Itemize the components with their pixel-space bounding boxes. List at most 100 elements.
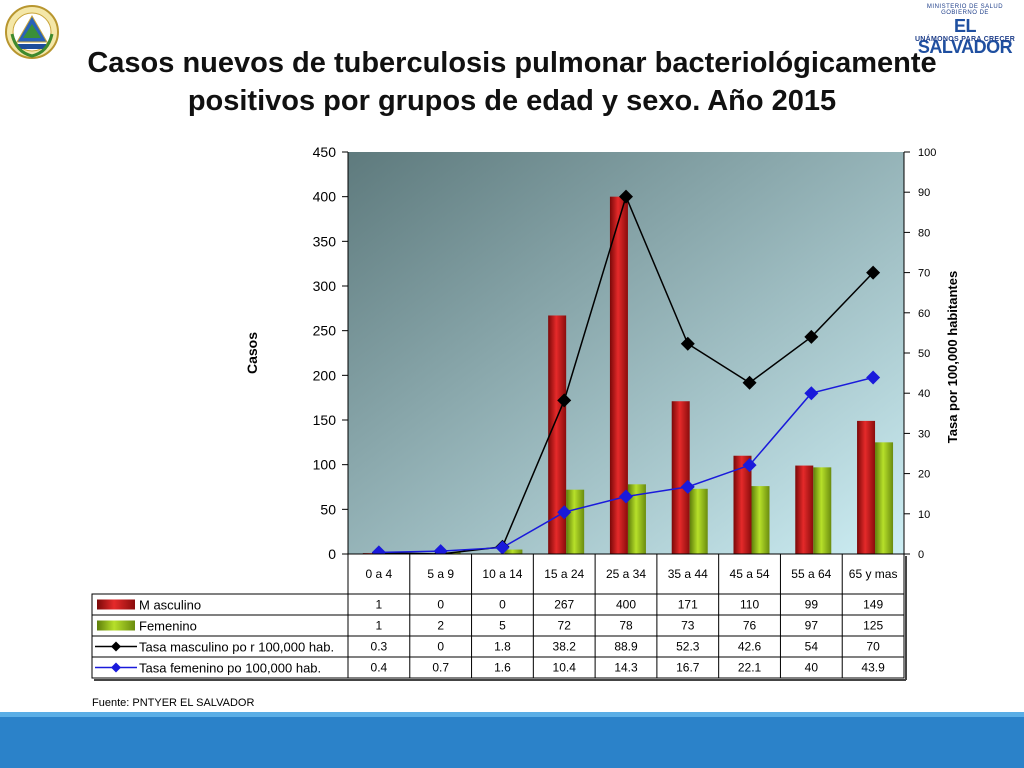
bar-femenino-2 xyxy=(504,549,523,554)
table-cell-2-1: 0 xyxy=(437,640,444,654)
table-cell-0-2: 0 xyxy=(499,598,506,612)
line-point-1-4 xyxy=(619,489,633,504)
table-cell-0-5: 171 xyxy=(678,598,698,612)
table-cell-2-5: 52.3 xyxy=(676,640,700,654)
slide-title: Casos nuevos de tuberculosis pulmonar ba… xyxy=(0,44,1024,120)
legend-swatch-1 xyxy=(97,620,135,631)
bar-femenino-6 xyxy=(751,486,770,554)
bar-m-asculino-5 xyxy=(671,401,690,554)
table-cell-3-4: 14.3 xyxy=(614,661,638,675)
coat-of-arms-icon xyxy=(5,5,59,59)
legend-label-1: Femenino xyxy=(139,619,197,634)
table-cell-2-8: 70 xyxy=(866,640,880,654)
line-point-1-5 xyxy=(680,479,695,494)
table-cell-1-7: 97 xyxy=(805,619,819,633)
table-cell-2-6: 42.6 xyxy=(738,640,762,654)
table-cell-3-3: 10.4 xyxy=(553,661,577,675)
y2-tick-label-10: 10 xyxy=(918,509,930,521)
table-cell-1-4: 78 xyxy=(619,619,633,633)
table-cell-0-1: 0 xyxy=(437,598,444,612)
category-label-4: 25 a 34 xyxy=(606,567,646,581)
y2-tick-label-80: 80 xyxy=(918,227,930,239)
logo-slogan-text: UNÁMONOS PARA CRECER xyxy=(914,36,1016,43)
y2-tick-label-0: 0 xyxy=(918,549,924,561)
category-label-7: 55 a 64 xyxy=(791,567,831,581)
y-tick-label-450: 450 xyxy=(313,144,337,160)
legend-marker-2 xyxy=(111,641,121,652)
table-cell-1-8: 125 xyxy=(863,619,883,633)
legend-label-3: Tasa femenino po 100,000 hab. xyxy=(139,661,321,676)
category-label-6: 45 a 54 xyxy=(730,567,770,581)
bar-femenino-5 xyxy=(689,488,708,554)
legend-label-2: Tasa masculino po r 100,000 hab. xyxy=(139,640,334,655)
y2-tick-label-50: 50 xyxy=(918,348,930,360)
table-cell-1-1: 2 xyxy=(437,619,444,633)
line-point-1-3 xyxy=(557,505,572,520)
bar-femenino-7 xyxy=(813,467,832,554)
bar-m-asculino-6 xyxy=(733,455,752,554)
line-point-0-3 xyxy=(557,393,572,408)
line-point-1-2 xyxy=(495,540,510,555)
slide-title-line1: Casos nuevos de tuberculosis pulmonar ba… xyxy=(87,47,937,79)
line-point-0-8 xyxy=(866,265,881,280)
table-cell-3-8: 43.9 xyxy=(861,661,885,675)
category-label-0: 0 a 4 xyxy=(366,567,393,581)
legend-swatch-0 xyxy=(97,599,135,610)
y2-tick-label-40: 40 xyxy=(918,388,930,400)
table-cell-2-2: 1.8 xyxy=(494,640,511,654)
bar-m-asculino-3 xyxy=(548,315,567,554)
bar-femenino-3 xyxy=(566,489,585,554)
y-tick-label-100: 100 xyxy=(313,457,337,473)
category-label-2: 10 a 14 xyxy=(482,567,522,581)
line-point-0-6 xyxy=(742,375,757,390)
table-cell-2-4: 88.9 xyxy=(614,640,638,654)
logo-ministry-text: MINISTERIO DE SALUD xyxy=(926,4,1004,10)
table-cell-3-5: 16.7 xyxy=(676,661,700,675)
tb-cases-chart: 050100150200250300350400450Casos01020304… xyxy=(91,144,960,681)
table-cell-1-2: 5 xyxy=(499,619,506,633)
line-point-0-5 xyxy=(680,336,695,351)
line-point-1-6 xyxy=(742,458,757,473)
bar-m-asculino-7 xyxy=(795,465,814,554)
table-cell-3-7: 40 xyxy=(805,661,819,675)
y-tick-label-0: 0 xyxy=(328,546,336,562)
gobierno-logo: MINISTERIO DE SALUD GOBIERNO DE EL SALVA… xyxy=(912,2,1018,57)
y-tick-label-400: 400 xyxy=(313,189,337,205)
table-cell-1-0: 1 xyxy=(376,619,383,633)
logo-gobierno-text: GOBIERNO DE xyxy=(941,10,989,16)
table-cell-1-3: 72 xyxy=(558,619,572,633)
y2-tick-label-100: 100 xyxy=(918,147,936,159)
y-tick-label-200: 200 xyxy=(313,367,337,383)
y-tick-label-150: 150 xyxy=(313,412,337,428)
logo-country-text: EL SALVADOR xyxy=(917,16,1013,57)
line-point-0-4 xyxy=(619,189,633,204)
category-label-1: 5 a 9 xyxy=(427,567,454,581)
table-cell-2-3: 38.2 xyxy=(553,640,577,654)
y2-axis-label: Tasa por 100,000 habitantes xyxy=(945,271,960,443)
table-cell-0-0: 1 xyxy=(376,598,383,612)
legend-marker-3 xyxy=(111,662,121,673)
y-tick-label-250: 250 xyxy=(313,323,337,339)
table-cell-0-8: 149 xyxy=(863,598,883,612)
slide-title-line2: positivos por grupos de edad y sexo. Año… xyxy=(187,85,837,117)
bar-femenino-8 xyxy=(875,442,894,554)
table-cell-0-3: 267 xyxy=(554,598,574,612)
bar-femenino-4 xyxy=(627,484,646,554)
table-cell-1-6: 76 xyxy=(743,619,757,633)
table-cell-0-7: 99 xyxy=(805,598,819,612)
bar-m-asculino-4 xyxy=(609,196,628,554)
table-cell-3-1: 0.7 xyxy=(432,661,449,675)
source-note: Fuente: PNTYER EL SALVADOR xyxy=(92,697,255,709)
bar-m-asculino-8 xyxy=(857,420,876,554)
table-cell-3-6: 22.1 xyxy=(738,661,762,675)
category-label-5: 35 a 44 xyxy=(668,567,708,581)
y2-tick-label-20: 20 xyxy=(918,469,930,481)
table-cell-3-2: 1.6 xyxy=(494,661,511,675)
line-point-1-8 xyxy=(866,370,881,385)
y-tick-label-50: 50 xyxy=(320,501,336,517)
table-cell-1-5: 73 xyxy=(681,619,695,633)
y2-tick-label-90: 90 xyxy=(918,187,930,199)
table-cell-0-6: 110 xyxy=(740,598,759,612)
table-cell-2-7: 54 xyxy=(805,640,819,654)
y2-tick-label-30: 30 xyxy=(918,428,930,440)
